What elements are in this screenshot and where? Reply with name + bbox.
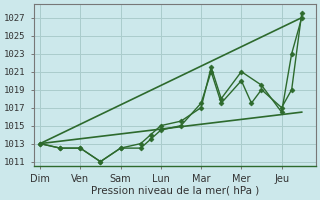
X-axis label: Pression niveau de la mer( hPa ): Pression niveau de la mer( hPa ) bbox=[91, 186, 259, 196]
